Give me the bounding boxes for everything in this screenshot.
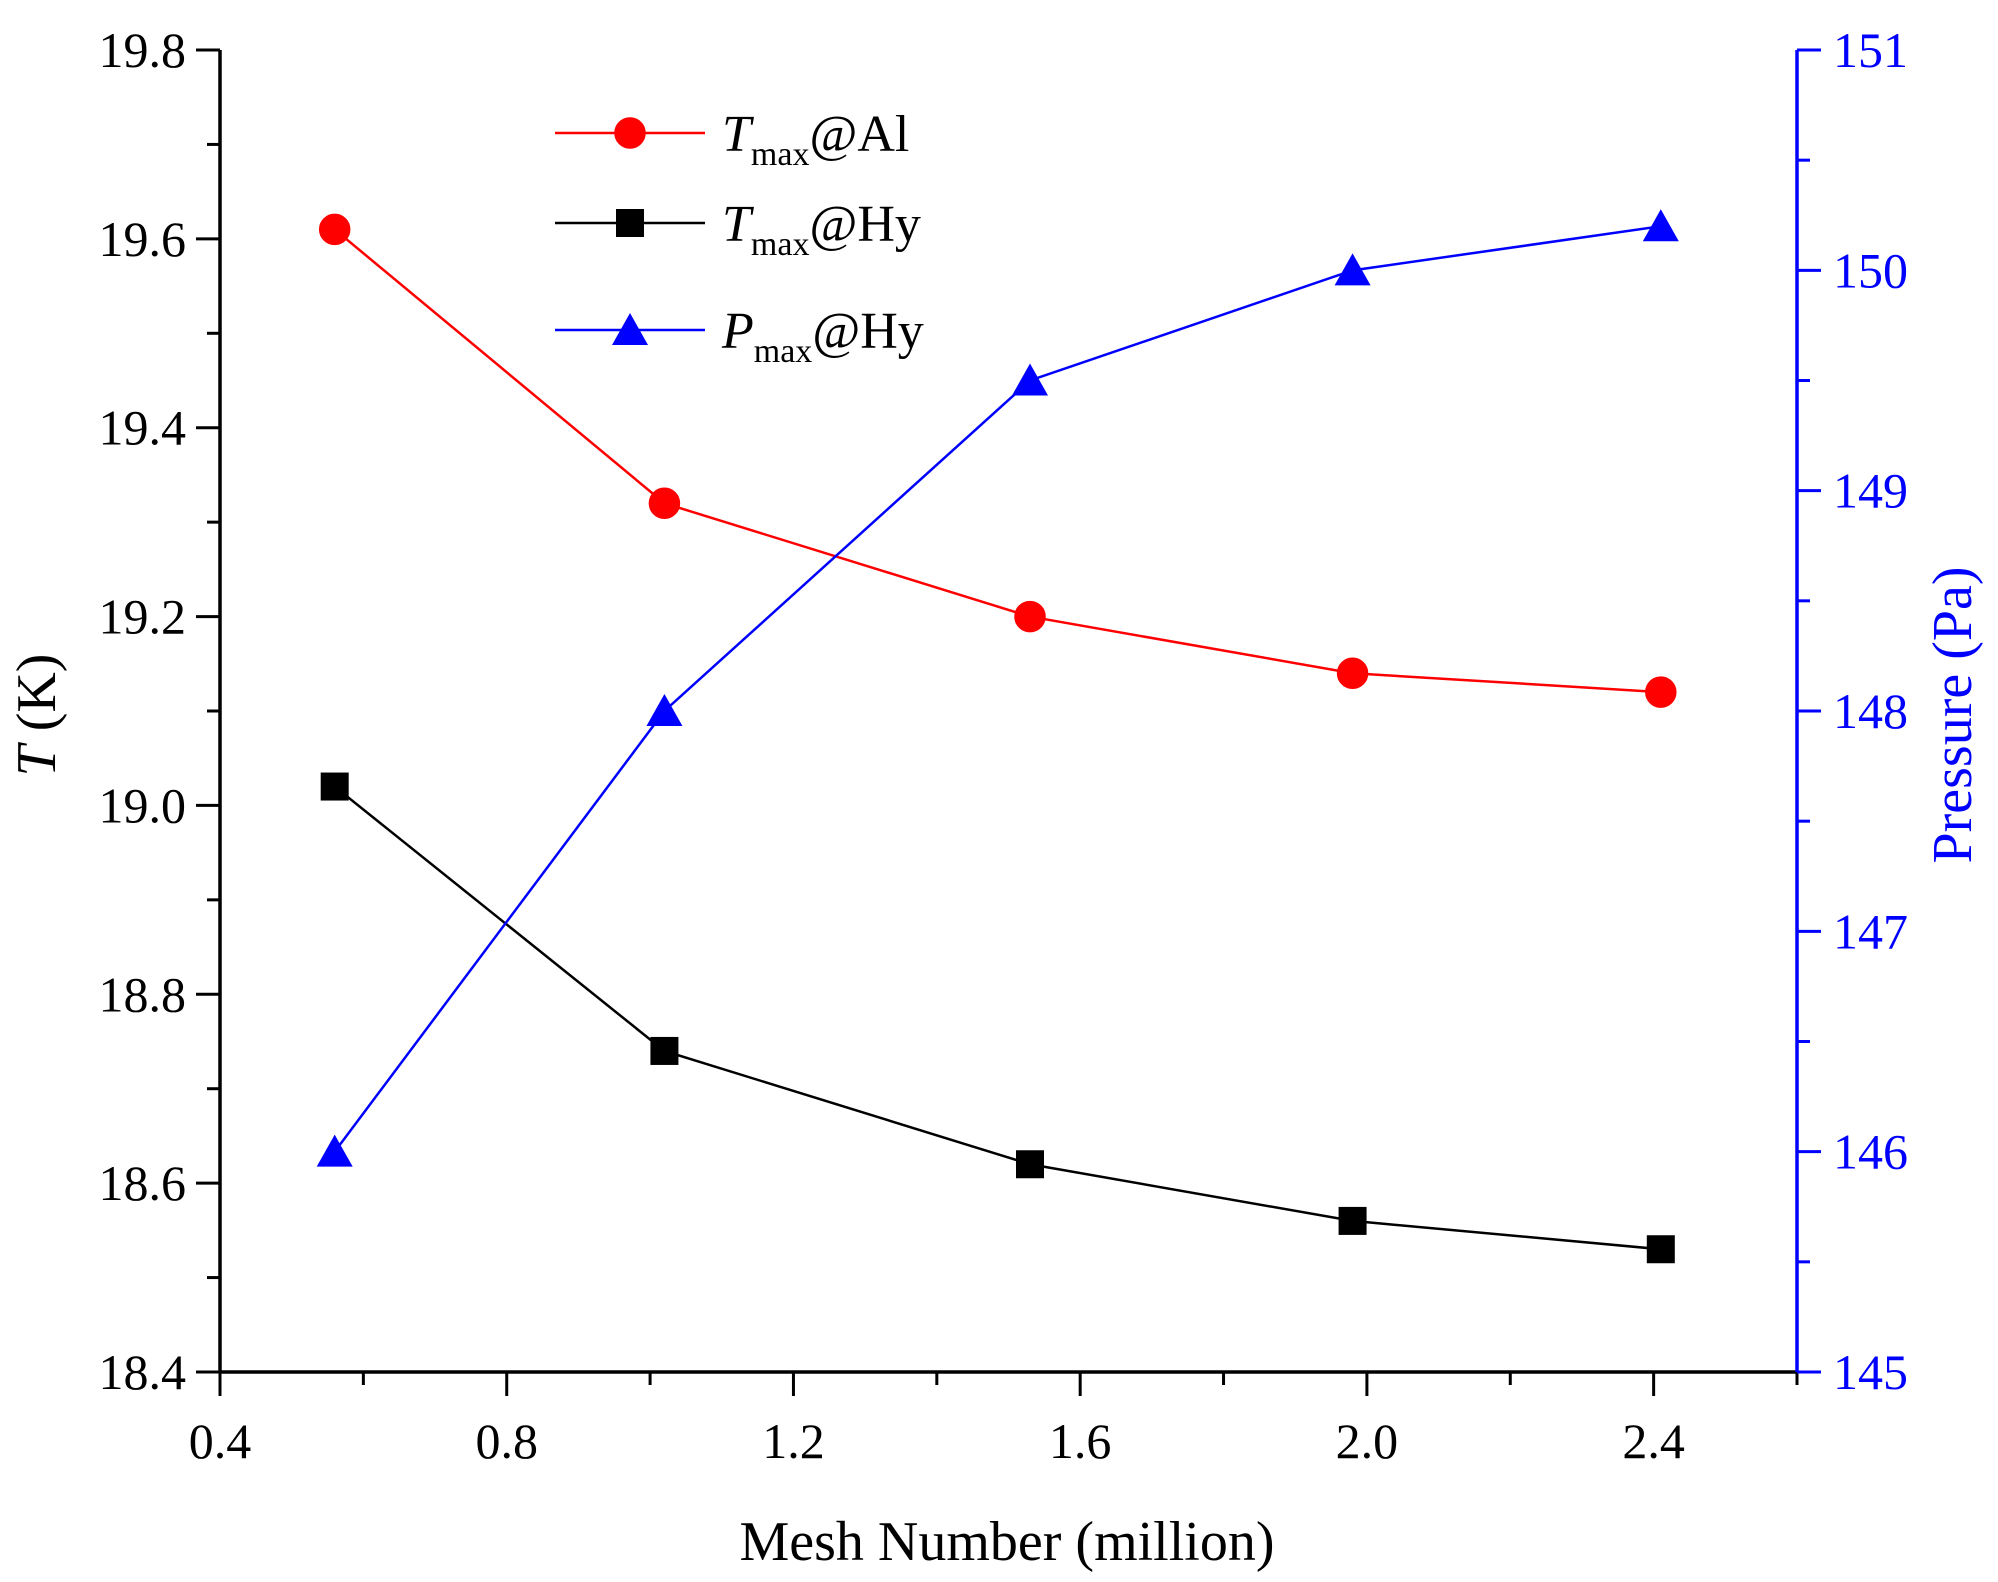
legend-label-suffix: @Al xyxy=(809,106,909,163)
series-line xyxy=(333,228,1661,694)
data-point xyxy=(646,694,683,726)
x-axis-title: Mesh Number (million) xyxy=(739,1511,1274,1573)
axis-ticks: 0.4 0.8 1.2 1.6 2.0 2.4 18.4 18.6 18.8 19.0 19.2 19… xyxy=(99,22,1909,1469)
data-point xyxy=(1336,657,1369,689)
data-point xyxy=(1334,253,1371,286)
legend-label-subscript: max xyxy=(754,333,813,370)
legend-label: Pmax@Hy xyxy=(721,303,924,370)
legend-label: Tmax@Al xyxy=(722,106,909,173)
y-right-tick-label: 146 xyxy=(1833,1124,1908,1180)
legend-label-subscript: max xyxy=(751,226,810,263)
square-icon xyxy=(616,209,644,237)
legend-label-symbol: T xyxy=(722,106,754,163)
series-layer xyxy=(316,209,1679,1264)
legend-label-symbol: P xyxy=(721,303,754,360)
y-right-tick-label: 151 xyxy=(1833,22,1908,78)
triangle-icon xyxy=(612,313,648,345)
y-right-tick-label: 150 xyxy=(1833,242,1908,298)
x-tick-label: 2.4 xyxy=(1622,1413,1685,1469)
x-tick-label: 1.2 xyxy=(762,1413,825,1469)
y-axis-right-title: Pressure (Pa) xyxy=(1922,566,1984,863)
series-pmax-hy xyxy=(316,209,1679,1167)
legend-label-suffix: @Hy xyxy=(812,303,923,360)
data-point xyxy=(648,487,681,520)
data-point xyxy=(1646,1235,1675,1264)
legend-item: Tmax@Hy xyxy=(555,196,921,263)
y-axis-left-title-unit: (K) xyxy=(6,654,68,746)
series-line xyxy=(333,785,1661,1251)
y-left-tick-label: 19.4 xyxy=(99,400,187,456)
legend-item: Pmax@Hy xyxy=(555,303,924,370)
legend-item: Tmax@Al xyxy=(555,106,909,173)
circle-icon xyxy=(614,117,646,149)
y-left-tick-label: 19.8 xyxy=(99,22,187,78)
series-tmax-hy xyxy=(320,772,1675,1264)
data-point xyxy=(1642,209,1679,242)
legend-label-subscript: max xyxy=(751,136,810,173)
y-left-tick-label: 19.6 xyxy=(99,211,187,267)
y-axis-left-title: T (K) xyxy=(6,654,68,777)
series-tmax-al xyxy=(318,213,1677,708)
data-point xyxy=(1645,676,1677,708)
data-point xyxy=(1014,600,1046,633)
y-left-tick-label: 19.2 xyxy=(99,589,187,645)
y-left-tick-label: 19.0 xyxy=(99,777,187,833)
data-point xyxy=(318,213,351,246)
x-tick-label: 1.6 xyxy=(1049,1413,1112,1469)
y-right-tick-label: 149 xyxy=(1833,463,1908,519)
y-left-tick-label: 18.4 xyxy=(99,1344,187,1400)
series-line xyxy=(333,225,1661,1153)
legend-label-suffix: @Hy xyxy=(809,196,920,253)
plot-frame xyxy=(218,50,1799,1374)
x-tick-label: 0.4 xyxy=(189,1413,252,1469)
x-tick-label: 0.8 xyxy=(475,1413,538,1469)
y-axis-left-title-symbol: T xyxy=(6,741,68,776)
y-left-tick-label: 18.8 xyxy=(99,966,187,1022)
data-point xyxy=(650,1036,679,1065)
y-right-tick-label: 148 xyxy=(1833,683,1908,739)
x-tick-label: 2.0 xyxy=(1336,1413,1399,1469)
legend-label-symbol: T xyxy=(722,196,754,253)
legend-label: Tmax@Hy xyxy=(722,196,921,263)
y-left-tick-label: 18.6 xyxy=(99,1155,187,1211)
data-point xyxy=(320,772,349,801)
data-point xyxy=(316,1134,353,1167)
y-right-tick-label: 147 xyxy=(1833,903,1908,959)
data-point xyxy=(1016,1150,1045,1179)
y-right-tick-label: 145 xyxy=(1833,1344,1908,1400)
data-point xyxy=(1338,1206,1367,1235)
data-point xyxy=(1012,363,1049,396)
